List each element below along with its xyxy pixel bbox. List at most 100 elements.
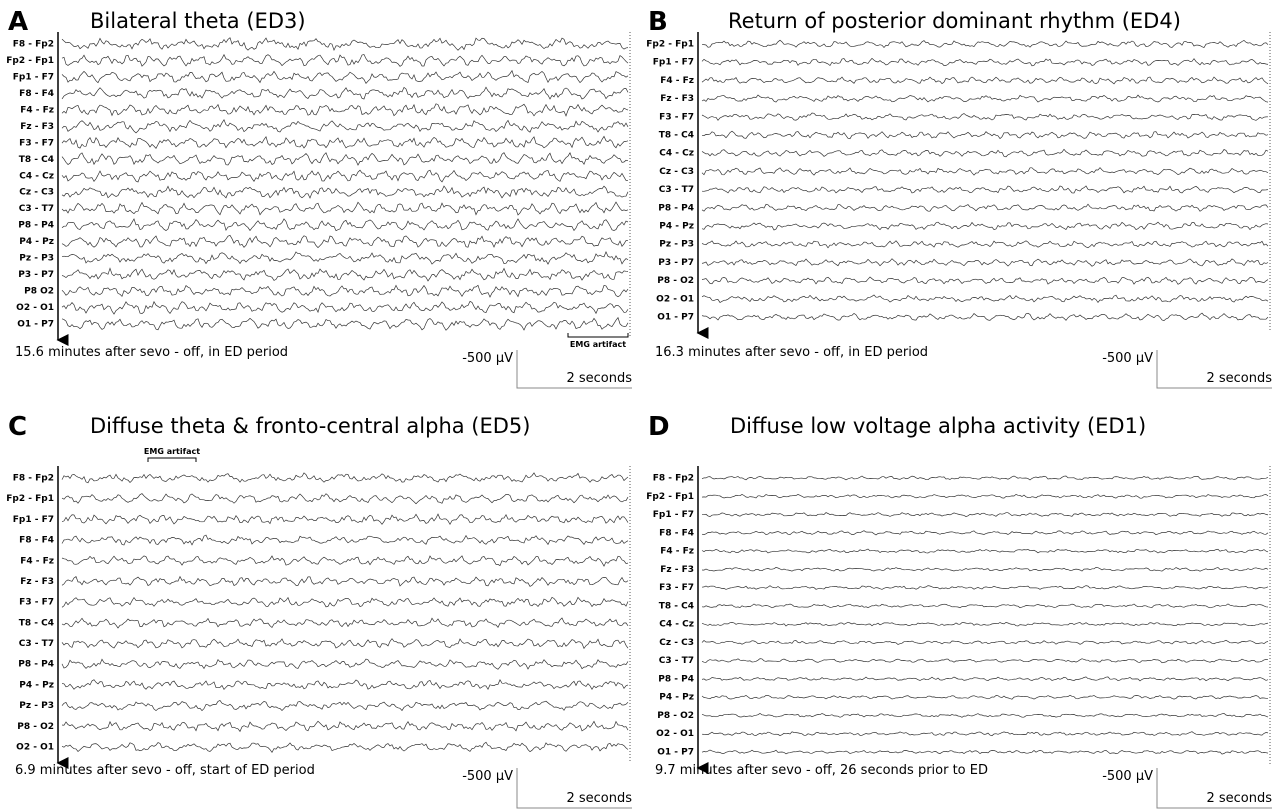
channel-label: Fp2 - Fp1 — [6, 56, 54, 66]
eeg-trace — [61, 638, 629, 650]
channel-label: Pz - P3 — [19, 701, 54, 711]
eeg-trace — [701, 749, 1269, 755]
channel-label: T8 - C4 — [19, 155, 54, 165]
eeg-trace — [61, 300, 629, 315]
channel-label: P8 - O2 — [657, 276, 694, 286]
panel: B Return of posterior dominant rhythm (ED… — [646, 7, 1272, 389]
eeg-trace — [701, 203, 1269, 212]
eeg-trace — [701, 57, 1269, 67]
channel-label: F4 - Fz — [660, 76, 694, 86]
eeg-trace — [701, 258, 1269, 267]
channel-label: F4 - Fz — [660, 547, 694, 557]
channel-label: P4 - Pz — [659, 693, 694, 703]
panel-title: Diffuse theta & fronto-central alpha (ED… — [90, 414, 530, 438]
channel-label: O2 - O1 — [16, 303, 54, 313]
eeg-trace — [701, 694, 1268, 700]
eeg-trace — [61, 69, 629, 85]
eeg-trace — [61, 699, 629, 712]
eeg-trace — [701, 621, 1269, 627]
channel-label: C3 - T7 — [659, 185, 694, 195]
scale-voltage: -500 µV — [1102, 769, 1153, 784]
eeg-trace — [61, 267, 629, 282]
eeg-trace — [701, 676, 1269, 682]
channel-label: P8 - P4 — [18, 221, 54, 231]
channel-label: F8 - F4 — [19, 536, 54, 546]
eeg-trace — [61, 596, 629, 608]
channel-label: Fp1 - F7 — [13, 515, 54, 525]
eeg-trace — [701, 148, 1269, 158]
scale-time: 2 seconds — [566, 791, 632, 806]
eeg-trace — [61, 513, 629, 526]
channel-label: Fz - F3 — [20, 122, 54, 132]
channel-label: Cz - C3 — [659, 638, 694, 648]
eeg-trace — [61, 119, 629, 134]
annotation: EMG artifact — [144, 447, 200, 456]
panel-title: Diffuse low voltage alpha activity (ED1) — [730, 414, 1146, 438]
scale-voltage: -500 µV — [462, 769, 513, 784]
eeg-trace — [61, 201, 629, 216]
panel: D Diffuse low voltage alpha activity (ED1… — [646, 412, 1272, 809]
eeg-trace — [701, 240, 1269, 249]
channel-label: C4 - Cz — [659, 149, 694, 159]
eeg-trace — [61, 284, 629, 298]
channel-label: O1 - P7 — [657, 313, 694, 323]
annotation-bracket — [567, 333, 629, 338]
eeg-trace — [701, 530, 1269, 536]
eeg-trace — [61, 741, 629, 753]
channel-label: C4 - Cz — [19, 171, 54, 181]
channel-label: T8 - C4 — [19, 618, 54, 628]
eeg-trace — [61, 555, 629, 567]
channel-label: F3 - F7 — [19, 598, 54, 608]
eeg-trace — [701, 603, 1269, 609]
channel-label: F8 - F4 — [659, 528, 694, 538]
scale-voltage: -500 µV — [1102, 351, 1153, 366]
eeg-trace — [61, 679, 629, 691]
eeg-trace — [701, 221, 1269, 231]
channel-label: C3 - T7 — [19, 639, 54, 649]
channel-label: Fp1 - F7 — [653, 58, 694, 68]
channel-label: F8 - Fp2 — [13, 40, 54, 50]
channel-label: C4 - Cz — [659, 620, 694, 630]
scale-bar — [1156, 350, 1272, 389]
channel-label: Fz - F3 — [20, 577, 54, 587]
channel-label: Fp1 - F7 — [13, 72, 54, 82]
eeg-trace — [61, 617, 629, 629]
caption: 6.9 minutes after sevo - off, start of E… — [15, 763, 315, 778]
scale-bar — [1156, 768, 1272, 809]
channel-label: O1 - P7 — [17, 320, 54, 330]
channel-label: Fp2 - Fp1 — [6, 494, 54, 504]
channel-label: O2 - O1 — [16, 743, 54, 753]
eeg-trace — [701, 585, 1269, 590]
eeg-trace — [61, 575, 629, 587]
channel-label: Cz - C3 — [659, 167, 694, 177]
caption: 15.6 minutes after sevo - off, in ED per… — [15, 345, 288, 360]
scale-time: 2 seconds — [566, 371, 632, 386]
scale-voltage: -500 µV — [462, 351, 513, 366]
channel-label: P8 O2 — [24, 287, 54, 297]
channel-label: O1 - P7 — [657, 748, 694, 758]
eeg-trace — [61, 534, 629, 546]
channel-label: P8 - O2 — [17, 722, 54, 732]
eeg-trace — [701, 712, 1269, 718]
eeg-trace — [701, 548, 1269, 554]
caption: 16.3 minutes after sevo - off, in ED per… — [655, 345, 928, 360]
eeg-trace — [701, 312, 1269, 321]
eeg-trace — [61, 493, 629, 505]
channel-label: P8 - P4 — [18, 660, 54, 670]
eeg-trace — [701, 639, 1269, 645]
channel-label: Fz - F3 — [660, 94, 694, 104]
eeg-trace — [701, 658, 1269, 664]
channel-label: Fp1 - F7 — [653, 510, 694, 520]
channel-label: P3 - P7 — [658, 258, 694, 268]
eeg-trace — [61, 135, 629, 150]
eeg-trace — [61, 720, 629, 733]
panel-title: Return of posterior dominant rhythm (ED4… — [728, 9, 1181, 33]
eeg-trace — [701, 493, 1269, 499]
channel-label: C3 - T7 — [659, 656, 694, 666]
eeg-trace — [61, 234, 629, 249]
eeg-trace — [61, 169, 629, 183]
panel-letter: C — [8, 412, 27, 442]
scale-bar — [516, 350, 632, 389]
eeg-trace — [701, 567, 1269, 572]
